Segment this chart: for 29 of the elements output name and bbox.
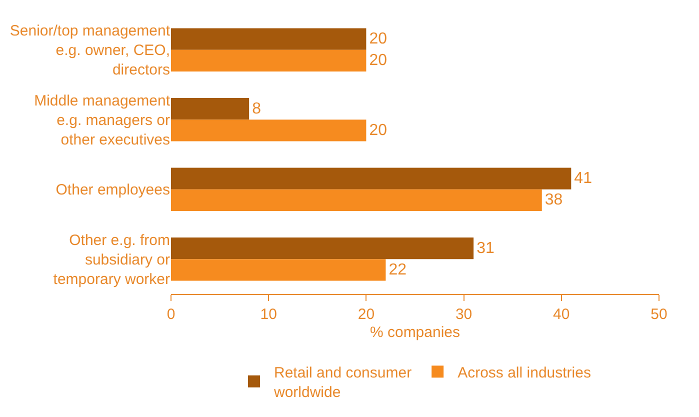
y-tick-label: Other e.g. from subsidiary or temporary worker xyxy=(53,232,170,288)
data-label: 8 xyxy=(252,100,262,118)
y-tick-label: Other employees xyxy=(56,182,170,199)
bar xyxy=(171,28,366,50)
bar xyxy=(171,168,572,190)
bar xyxy=(171,238,474,260)
bar xyxy=(171,50,366,72)
bar xyxy=(171,259,386,281)
data-label: 31 xyxy=(476,240,494,257)
y-tick-label: Senior/top management e.g. owner, CEO, directors xyxy=(10,22,171,79)
data-label: 20 xyxy=(369,52,388,70)
x-axis-title: % companies xyxy=(370,324,460,341)
x-tick-label: 0 xyxy=(166,306,176,323)
y-tick-label: Middle management e.g. managers or other executives xyxy=(34,92,171,148)
data-label: 22 xyxy=(388,261,407,278)
x-tick-label: 50 xyxy=(650,306,668,323)
bar xyxy=(171,120,366,142)
data-label: 20 xyxy=(369,122,388,139)
data-label: 20 xyxy=(369,30,388,48)
legend-label: Across all industries xyxy=(458,364,591,382)
x-tick-label: 30 xyxy=(455,306,472,323)
x-tick-label: 20 xyxy=(358,306,375,323)
x-tick-label: 10 xyxy=(260,306,277,323)
x-tick-label: 40 xyxy=(553,306,570,323)
bar xyxy=(171,189,542,211)
bar xyxy=(171,98,250,120)
data-label: 41 xyxy=(574,170,592,188)
legend-label: Retail and consumer worldwide xyxy=(273,364,412,401)
data-label: 38 xyxy=(544,192,563,209)
